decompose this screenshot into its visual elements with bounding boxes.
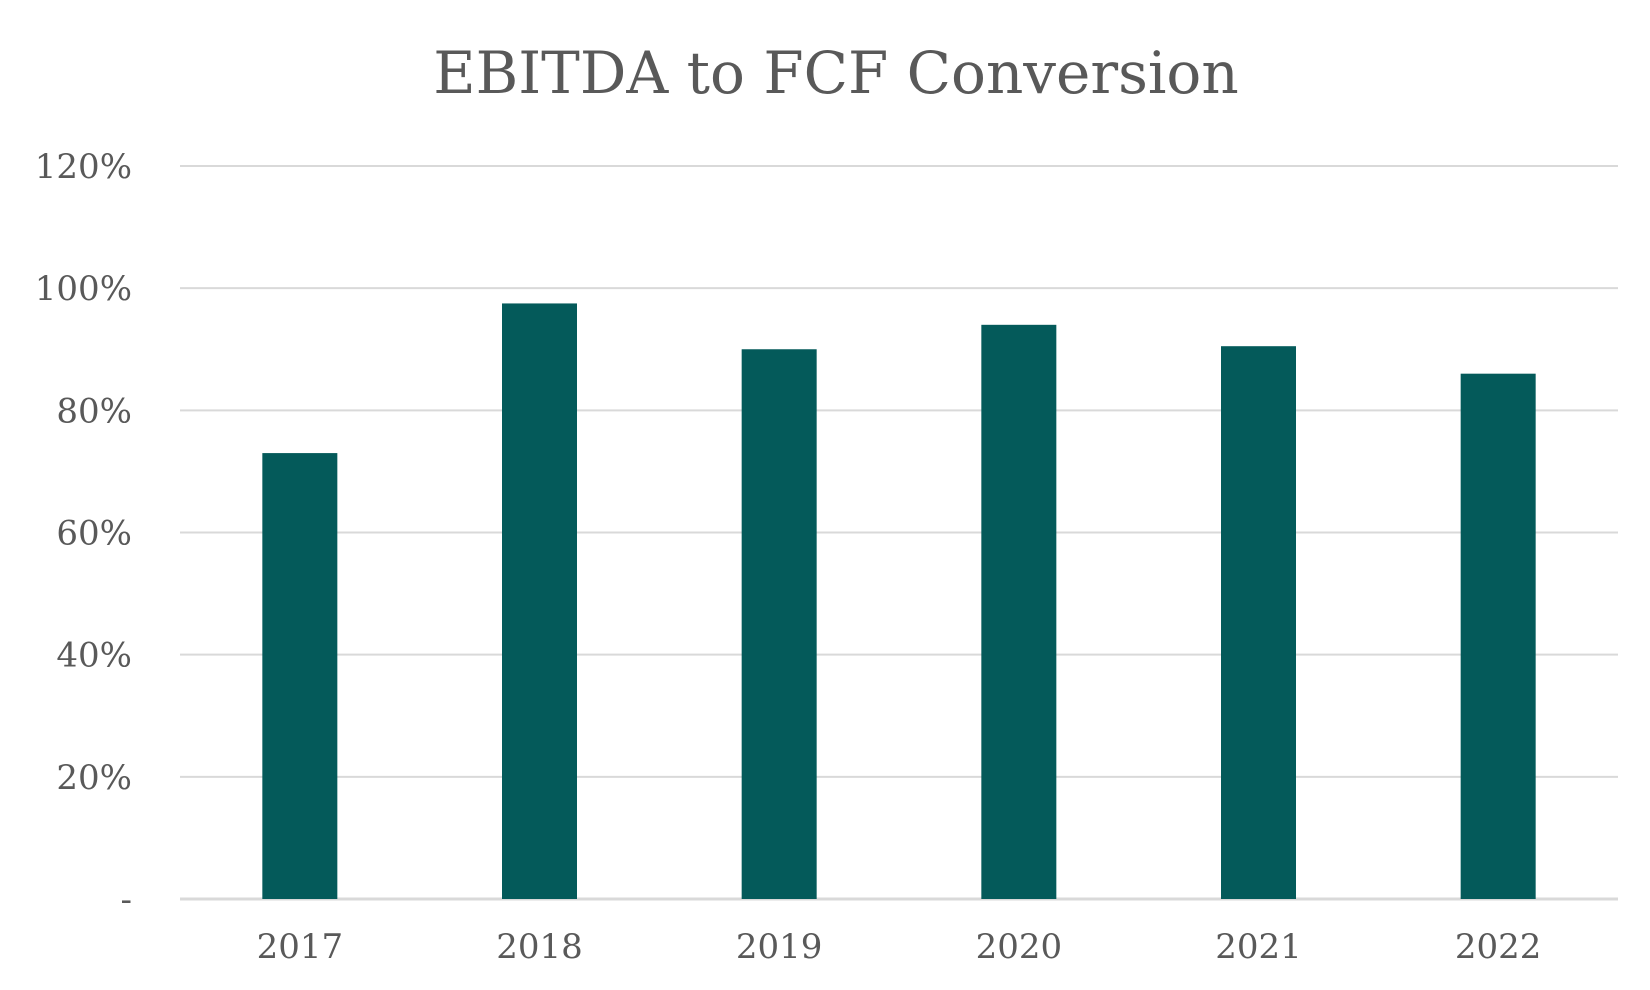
bar-2019 xyxy=(741,349,817,899)
y-axis-ticks: - 20% 40% 60% 80% 100% 120% xyxy=(35,147,132,920)
y-tick-label: 120% xyxy=(35,147,132,187)
x-tick-label-2021: 2021 xyxy=(1215,927,1302,967)
x-tick-label-2018: 2018 xyxy=(496,927,583,967)
bar-2020 xyxy=(981,324,1057,900)
bar-2022 xyxy=(1460,373,1536,899)
x-tick-label-2022: 2022 xyxy=(1455,927,1542,967)
bar-2017 xyxy=(262,453,338,899)
bar-2018 xyxy=(502,303,577,899)
y-tick-label: 20% xyxy=(56,758,132,798)
x-tick-label-2019: 2019 xyxy=(736,927,823,967)
y-tick-label: 80% xyxy=(56,391,132,431)
x-tick-label-2017: 2017 xyxy=(257,927,344,967)
x-axis-ticks: 2017 2018 2019 2020 2021 2022 xyxy=(257,927,1542,967)
y-tick-label: - xyxy=(121,880,133,920)
bar-2021 xyxy=(1221,346,1296,900)
gridlines xyxy=(180,165,1618,901)
chart-title: EBITDA to FCF Conversion xyxy=(433,39,1238,107)
x-tick-label-2020: 2020 xyxy=(976,927,1063,967)
y-tick-label: 40% xyxy=(56,636,132,676)
y-tick-label: 100% xyxy=(35,269,132,309)
bars xyxy=(262,303,1536,900)
y-tick-label: 60% xyxy=(56,514,132,554)
